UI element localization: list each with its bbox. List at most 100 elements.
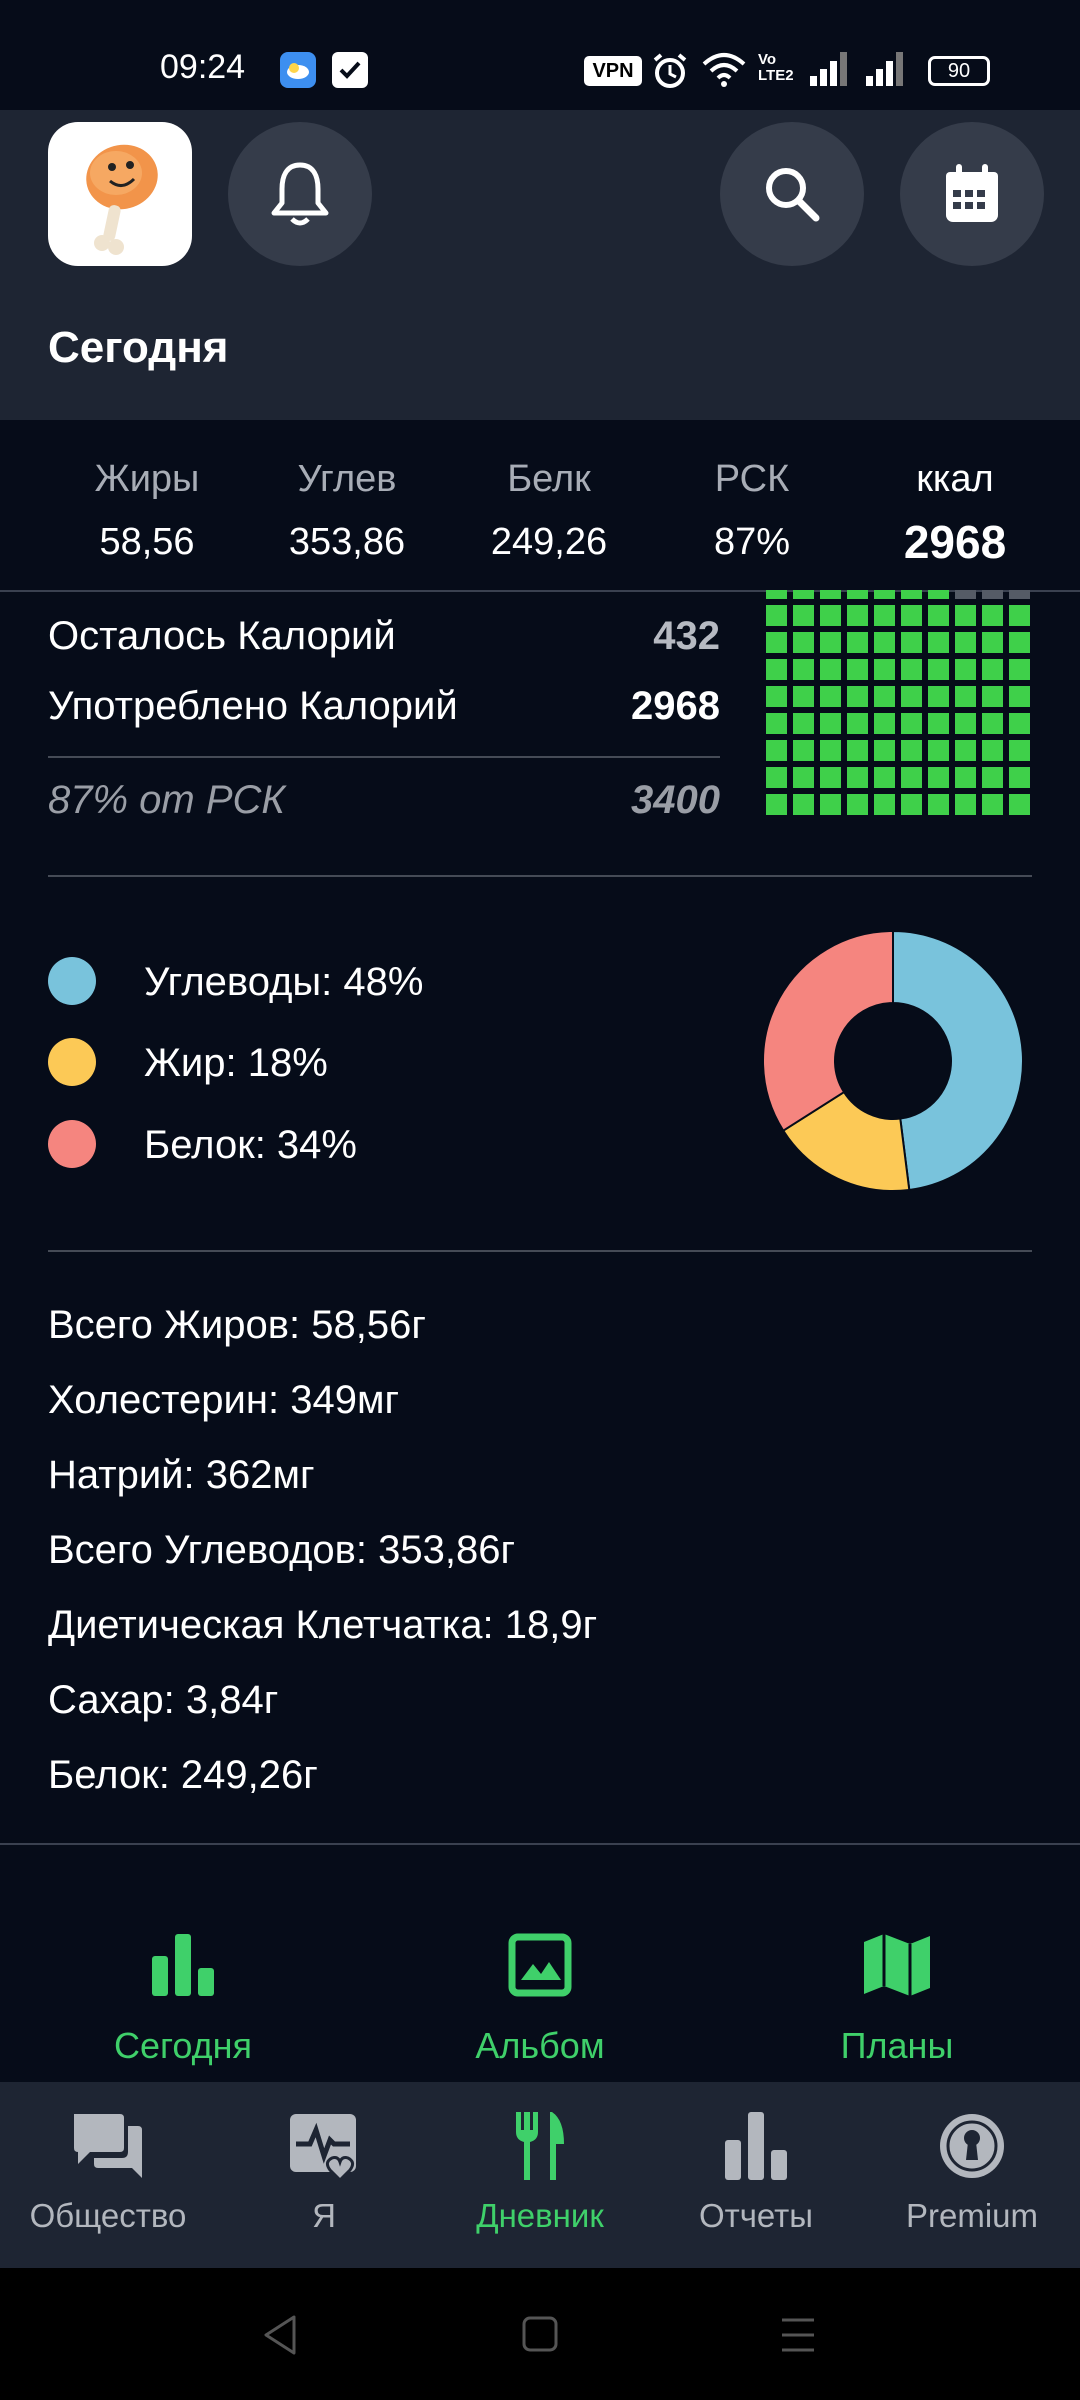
calorie-grid-cell bbox=[874, 767, 895, 788]
bottom-nav: Общество Я Дневник Отчеты Premium bbox=[0, 2082, 1080, 2268]
calorie-grid-cell bbox=[901, 794, 922, 815]
calorie-grid-cell bbox=[847, 632, 868, 653]
calorie-grid-cell bbox=[847, 713, 868, 734]
subtab-today[interactable]: Сегодня bbox=[33, 1932, 333, 2067]
legend-dot-carbs bbox=[48, 957, 96, 1005]
calorie-grid-cell bbox=[982, 713, 1003, 734]
calorie-grid-cell bbox=[847, 605, 868, 626]
calorie-grid-cell bbox=[955, 605, 976, 626]
nav-premium[interactable]: Premium bbox=[864, 2110, 1080, 2235]
calorie-grid-cell bbox=[874, 794, 895, 815]
map-icon bbox=[864, 1934, 930, 1996]
alarm-icon bbox=[652, 52, 688, 95]
summary-rsk: РСК 87% bbox=[667, 458, 837, 564]
summary-carbs: Углев 353,86 bbox=[262, 458, 432, 564]
calorie-grid-cell bbox=[1009, 590, 1030, 599]
legend-dot-fat bbox=[48, 1038, 96, 1086]
nutrient-fiber: Диетическая Клетчатка: 18,9г bbox=[48, 1603, 598, 1647]
calorie-grid-cell bbox=[766, 794, 787, 815]
subtab-plans[interactable]: Планы bbox=[747, 1932, 1047, 2067]
calorie-grid-cell bbox=[874, 632, 895, 653]
back-icon[interactable] bbox=[260, 2313, 300, 2357]
calendar-button[interactable] bbox=[900, 122, 1044, 266]
calorie-grid-cell bbox=[820, 713, 841, 734]
summary-kcal-label: ккал bbox=[916, 458, 994, 500]
nav-me[interactable]: Я bbox=[216, 2110, 432, 2235]
legend-fat: Жир: 18% bbox=[144, 1041, 328, 1085]
calorie-grid-cell bbox=[1009, 659, 1030, 680]
vpn-badge: VPN bbox=[584, 56, 642, 86]
calorie-grid-cell bbox=[928, 605, 949, 626]
calorie-grid-cell bbox=[928, 740, 949, 761]
calorie-grid-cell bbox=[901, 590, 922, 599]
nav-community-label: Общество bbox=[29, 2197, 187, 2234]
calorie-grid-cell bbox=[874, 686, 895, 707]
calorie-grid-cell bbox=[820, 740, 841, 761]
weather-icon bbox=[280, 52, 316, 88]
nav-community[interactable]: Общество bbox=[0, 2110, 216, 2235]
bar-chart-icon bbox=[152, 1934, 214, 1996]
nav-diary-label: Дневник bbox=[476, 2197, 604, 2234]
consumed-calories-value: 2968 bbox=[631, 684, 720, 728]
nutrient-cholesterol: Холестерин: 349мг bbox=[48, 1378, 400, 1422]
calorie-grid-cell bbox=[982, 605, 1003, 626]
calorie-grid-cell bbox=[955, 590, 976, 599]
calorie-grid-cell bbox=[847, 686, 868, 707]
summary-protein: Белк 249,26 bbox=[464, 458, 634, 564]
calorie-grid-cell bbox=[793, 767, 814, 788]
calorie-grid-cell bbox=[820, 632, 841, 653]
app-logo[interactable] bbox=[48, 122, 192, 266]
calorie-grid-cell bbox=[766, 632, 787, 653]
calorie-grid-cell bbox=[766, 590, 787, 599]
calorie-grid-cell bbox=[847, 659, 868, 680]
macro-donut-chart bbox=[762, 929, 1024, 1192]
calorie-grid-cell bbox=[874, 713, 895, 734]
volte-icon: Vo LTE2 bbox=[758, 51, 794, 84]
calorie-grid-cell bbox=[1009, 713, 1030, 734]
calorie-grid-cell bbox=[766, 605, 787, 626]
calorie-grid-cell bbox=[901, 659, 922, 680]
calorie-grid-cell bbox=[928, 686, 949, 707]
calorie-grid-cell bbox=[847, 794, 868, 815]
calorie-grid-cell bbox=[874, 605, 895, 626]
rsk-total-value: 3400 bbox=[631, 778, 720, 822]
notifications-button[interactable] bbox=[228, 122, 372, 266]
donut-slice-Белок bbox=[762, 929, 894, 1133]
fork-knife-icon bbox=[516, 2112, 564, 2180]
calorie-grid-cell bbox=[955, 794, 976, 815]
calorie-grid-cell bbox=[955, 686, 976, 707]
calendar-icon bbox=[946, 164, 998, 222]
nav-me-label: Я bbox=[312, 2197, 336, 2234]
calorie-grid-cell bbox=[874, 659, 895, 680]
check-icon bbox=[332, 52, 368, 88]
calorie-grid-cell bbox=[820, 767, 841, 788]
calorie-grid-cell bbox=[901, 632, 922, 653]
calorie-grid-cell bbox=[766, 767, 787, 788]
calorie-grid-cell bbox=[928, 713, 949, 734]
menu-icon[interactable] bbox=[778, 2316, 818, 2354]
calorie-grid-cell bbox=[820, 590, 841, 599]
calorie-grid-cell bbox=[901, 740, 922, 761]
nutrient-protein: Белок: 249,26г bbox=[48, 1753, 318, 1797]
summary-fat: Жиры 58,56 bbox=[62, 458, 232, 564]
search-button[interactable] bbox=[720, 122, 864, 266]
nav-reports[interactable]: Отчеты bbox=[648, 2110, 864, 2235]
search-icon bbox=[766, 168, 820, 222]
calorie-grid-cell bbox=[982, 632, 1003, 653]
signal-icon-1 bbox=[810, 52, 850, 91]
nav-diary[interactable]: Дневник bbox=[432, 2110, 648, 2235]
keyhole-badge-icon bbox=[940, 2114, 1004, 2178]
home-icon[interactable] bbox=[520, 2314, 560, 2354]
image-icon bbox=[508, 1933, 572, 1997]
calorie-grid-cell bbox=[928, 590, 949, 599]
summary-carbs-label: Углев bbox=[297, 458, 397, 500]
calorie-grid-cell bbox=[955, 740, 976, 761]
calorie-grid-cell bbox=[982, 794, 1003, 815]
donut-slice-Углеводы bbox=[892, 929, 1024, 1192]
summary-kcal: ккал 2968 bbox=[870, 458, 1040, 569]
app-header bbox=[0, 110, 1080, 422]
calorie-grid-cell bbox=[955, 713, 976, 734]
subtab-album[interactable]: Альбом bbox=[390, 1932, 690, 2067]
calorie-grid-cell bbox=[847, 767, 868, 788]
divider bbox=[48, 756, 720, 758]
